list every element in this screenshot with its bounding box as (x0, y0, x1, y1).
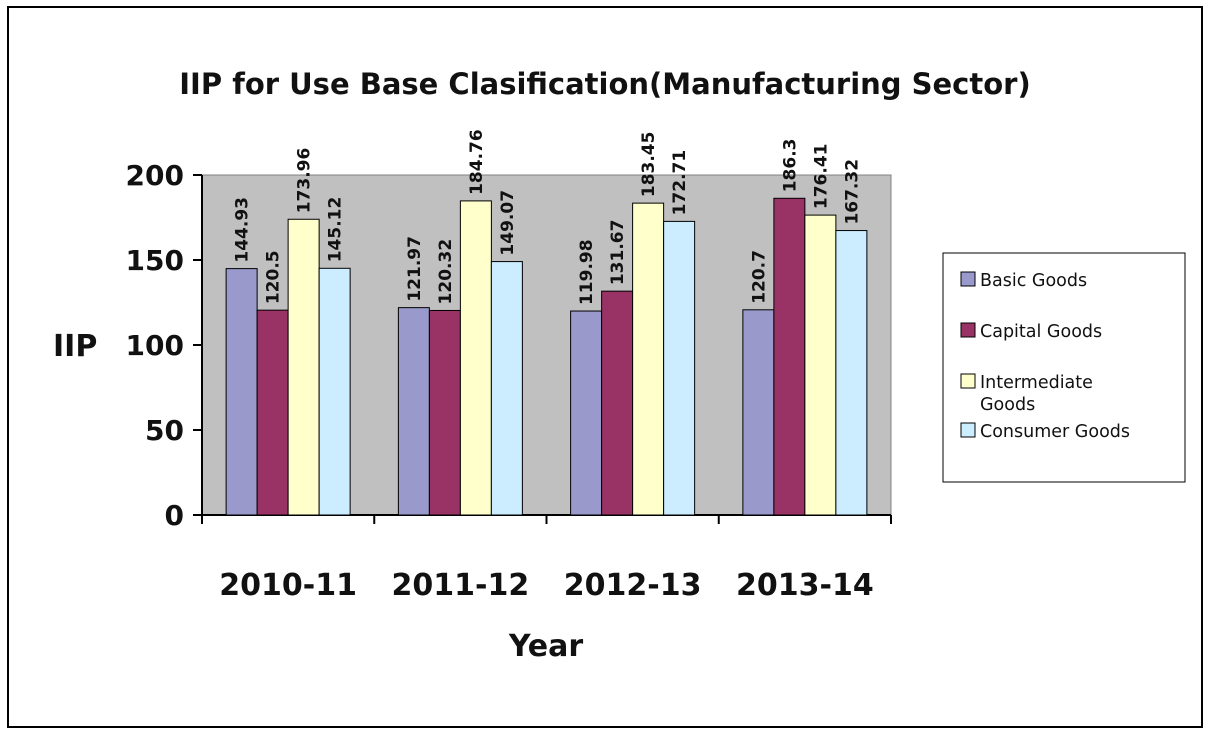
data-label: 173.96 (295, 148, 315, 214)
legend-label: Consumer Goods (980, 422, 1130, 442)
data-label: 120.7 (749, 250, 769, 304)
x-axis-title: Year (508, 629, 584, 664)
bar (773, 197, 806, 516)
x-tick-label: 2012-13 (564, 568, 702, 603)
data-label: 167.32 (842, 159, 862, 225)
data-label: 149.07 (498, 190, 518, 256)
y-tick-label: 100 (126, 329, 184, 362)
x-tick-label: 2013-14 (736, 568, 874, 603)
data-label: 186.3 (780, 139, 800, 193)
bar (570, 310, 603, 516)
y-tick-label: 50 (145, 414, 184, 447)
chart-title: IIP for Use Base Clasification(Manufactu… (179, 67, 1030, 101)
data-label: 176.41 (811, 143, 831, 209)
bar (601, 290, 634, 516)
legend-label: Intermediate Goods (980, 373, 1093, 415)
legend-swatch (960, 422, 976, 438)
data-label: 131.67 (608, 220, 628, 286)
legend-swatch (960, 322, 976, 338)
bar-chart: IIP for Use Base Clasification(Manufactu… (53, 67, 1186, 664)
bar (397, 307, 430, 516)
bar (318, 267, 351, 516)
legend-box (942, 252, 1186, 483)
data-label: 183.45 (639, 132, 659, 198)
legend-swatch (960, 271, 976, 287)
chart-frame: IIP for Use Base Clasification(Manufactu… (7, 6, 1203, 728)
data-label: 120.5 (264, 250, 284, 304)
bar (835, 230, 868, 516)
bar (225, 268, 258, 516)
bar (428, 309, 461, 516)
data-label: 172.71 (670, 150, 690, 216)
legend-label: Capital Goods (980, 322, 1102, 342)
bar (490, 261, 523, 516)
y-tick-label: 150 (126, 244, 184, 277)
x-tick-label: 2011-12 (392, 568, 530, 603)
bar (287, 218, 320, 516)
legend-swatch (960, 373, 976, 389)
bar (663, 220, 696, 516)
y-tick-label: 0 (165, 499, 184, 532)
bar (742, 309, 775, 516)
data-label: 144.93 (233, 197, 253, 263)
data-label: 119.98 (577, 239, 597, 305)
legend: Basic Goods Capital Goods Intermediate Good… (942, 252, 1186, 483)
bar (804, 214, 837, 516)
bar (632, 202, 665, 516)
data-label: 121.97 (405, 236, 425, 302)
y-tick-label: 200 (126, 159, 184, 192)
x-tick-label: 2010-11 (219, 568, 357, 603)
y-axis-title: IIP (53, 329, 97, 364)
legend-label: Basic Goods (980, 271, 1087, 291)
bar (459, 200, 492, 516)
bar (256, 309, 289, 516)
data-label: 120.32 (436, 239, 456, 305)
data-label: 145.12 (326, 197, 346, 263)
data-label: 184.76 (467, 129, 487, 195)
plot-area: 0 50 100 150 200 2010-11 144.93 120.5 173.96 145.… (126, 129, 892, 603)
